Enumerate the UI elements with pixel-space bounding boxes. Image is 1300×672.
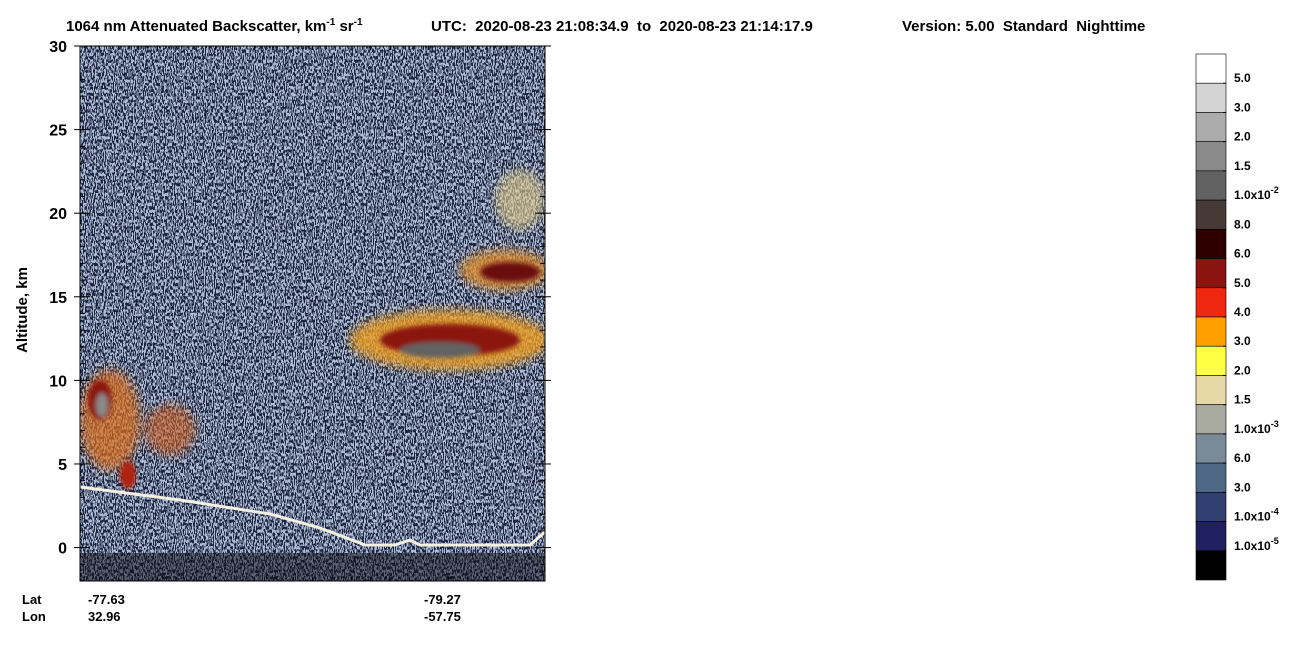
colorbar-label-exp: -5	[1271, 536, 1279, 546]
colorbar-label: 2.0	[1234, 363, 1251, 377]
x-tick-label: -57.75	[424, 609, 461, 624]
colorbar-label-text: 1.0x10	[1234, 422, 1271, 436]
colorbar-label-text: 4.0	[1234, 305, 1251, 319]
title-text: 1064 nm Attenuated Backscatter, km	[66, 18, 326, 35]
colorbar-label: 1.0x10-2	[1234, 185, 1279, 202]
axes	[74, 45, 551, 582]
colorbar-label-text: 3.0	[1234, 100, 1251, 114]
colorbar-label-exp: -3	[1271, 419, 1279, 429]
colorbar-swatch	[1195, 521, 1227, 552]
colorbar-swatch	[1195, 112, 1227, 142]
title-text: sr	[335, 18, 354, 35]
y-axis-label: Altitude, km	[14, 267, 31, 353]
colorbar-swatch	[1195, 53, 1227, 84]
chart-title: 1064 nm Attenuated Backscatter, km-1 sr-…	[66, 17, 363, 35]
y-tick-label: 20	[49, 206, 67, 223]
colorbar-label-text: 1.0x10	[1234, 188, 1271, 202]
colorbar-label-text: 2.0	[1234, 130, 1251, 144]
title-sup: -1	[326, 17, 335, 28]
y-tick-label: 5	[58, 457, 67, 474]
colorbar-swatch	[1195, 492, 1227, 522]
colorbar-label-text: 6.0	[1234, 451, 1251, 465]
colorbar-label: 1.0x10-4	[1234, 507, 1279, 524]
colorbar-label-exp: -4	[1271, 507, 1279, 517]
colorbar-label-text: 1.0x10	[1234, 510, 1271, 524]
x-row-label: Lat	[22, 592, 42, 607]
colorbar-swatch	[1195, 316, 1227, 347]
colorbar-label: 1.5	[1234, 393, 1251, 407]
colorbar-label: 6.0	[1234, 451, 1251, 465]
colorbar-swatch	[1195, 199, 1227, 230]
x-tick-label: 32.96	[88, 609, 121, 624]
y-tick-label: 30	[49, 39, 67, 56]
colorbar-label: 3.0	[1234, 480, 1251, 494]
colorbar-swatch	[1195, 141, 1227, 172]
title-time: UTC: 2020-08-23 21:08:34.9 to 2020-08-23…	[431, 18, 813, 35]
x-row-label: Lon	[22, 609, 46, 624]
colorbar-label-text: 5.0	[1234, 276, 1251, 290]
colorbar-label: 8.0	[1234, 217, 1251, 231]
colorbar-swatch	[1195, 462, 1227, 493]
colorbar-swatch	[1195, 375, 1227, 405]
colorbar-label-exp: -2	[1271, 185, 1279, 195]
colorbar-label-text: 3.0	[1234, 334, 1251, 348]
colorbar-label-text: 1.0x10	[1234, 539, 1271, 553]
title-sup: -1	[354, 17, 363, 28]
colorbar-swatch	[1195, 258, 1227, 289]
backscatter-image	[80, 46, 545, 581]
title-version: Version: 5.00 Standard Nighttime	[902, 18, 1145, 35]
colorbar-label-text: 5.0	[1234, 71, 1251, 85]
colorbar-swatch	[1195, 170, 1227, 201]
colorbar-swatch	[1195, 433, 1227, 464]
colorbar-label: 1.5	[1234, 159, 1251, 173]
colorbar-swatch	[1195, 287, 1227, 318]
colorbar-label-text: 1.5	[1234, 159, 1251, 173]
colorbar-swatch	[1195, 404, 1227, 435]
colorbar-swatch	[1195, 550, 1227, 581]
colorbar-swatch	[1195, 229, 1227, 259]
colorbar-label: 1.0x10-5	[1234, 536, 1279, 553]
colorbar-label: 1.0x10-3	[1234, 419, 1279, 436]
colorbar-label-text: 6.0	[1234, 247, 1251, 261]
colorbar-label-text: 8.0	[1234, 217, 1251, 231]
colorbar-label-text: 2.0	[1234, 363, 1251, 377]
colorbar-label-text: 3.0	[1234, 480, 1251, 494]
colorbar-label: 6.0	[1234, 247, 1251, 261]
colorbar-label: 5.0	[1234, 276, 1251, 290]
colorbar-label: 3.0	[1234, 334, 1251, 348]
y-tick-label: 0	[58, 541, 67, 558]
x-tick-label: -79.27	[424, 592, 461, 607]
colorbar-label: 5.0	[1234, 71, 1251, 85]
colorbar-swatch	[1195, 82, 1227, 113]
x-tick-label: -77.63	[88, 592, 125, 607]
colorbar-swatch	[1195, 345, 1227, 376]
y-tick-label: 15	[49, 290, 67, 307]
colorbar-label: 4.0	[1234, 305, 1251, 319]
y-tick-label: 25	[49, 123, 67, 140]
colorbar-label-text: 1.5	[1234, 393, 1251, 407]
colorbar-label: 3.0	[1234, 100, 1251, 114]
colorbar-label: 2.0	[1234, 130, 1251, 144]
y-tick-label: 10	[49, 373, 67, 390]
